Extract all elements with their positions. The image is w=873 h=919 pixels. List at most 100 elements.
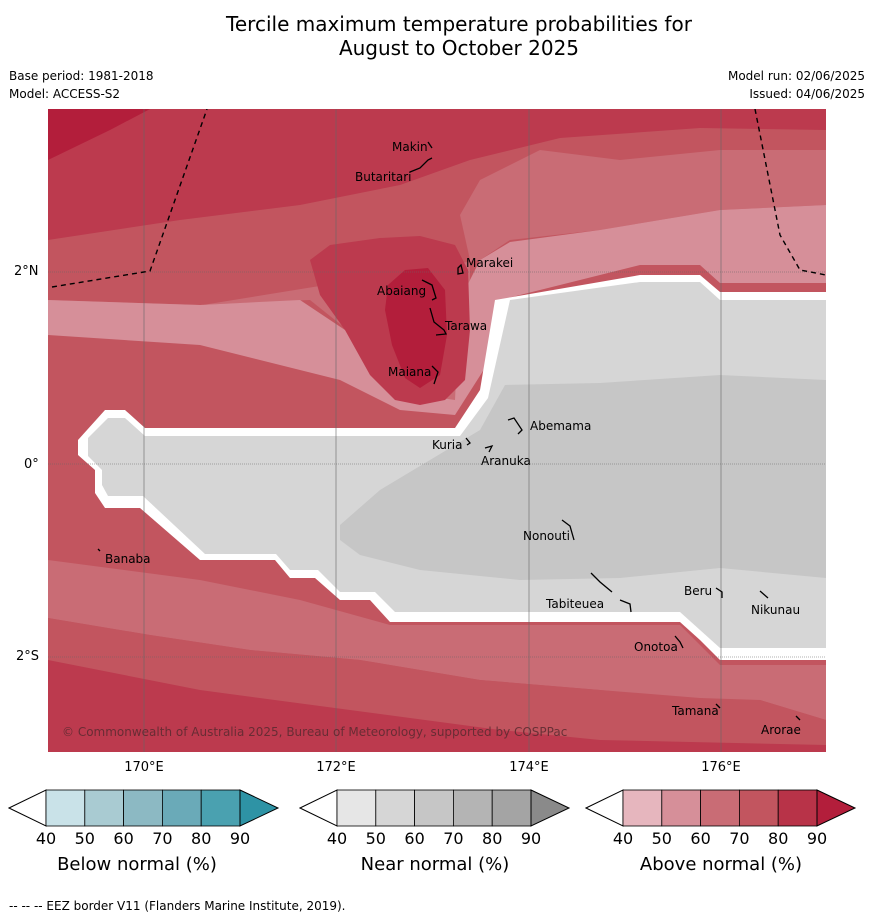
island-kuria-shape — [465, 437, 471, 446]
island-marakei-shape — [457, 263, 464, 275]
above-50-band-upper — [48, 205, 826, 415]
colorbar-tick-label: 60 — [404, 829, 424, 848]
colorbar-tick-label: 80 — [482, 829, 502, 848]
above-90-corner — [48, 109, 150, 160]
above-60-band-lower — [48, 560, 826, 720]
lon-label-170e: 170°E — [124, 760, 164, 775]
island-beru-shape — [715, 587, 723, 598]
islands — [97, 141, 801, 721]
colorbar-swatch — [200, 789, 241, 827]
colorbar-swatch — [414, 789, 454, 827]
lat-label-0: 0° — [24, 457, 39, 472]
island-abemama-shape — [507, 417, 523, 435]
colorbar-tick-label: 90 — [521, 829, 541, 848]
colorbar-swatch — [491, 789, 532, 827]
label-beru: Beru — [684, 584, 712, 598]
colorbar-tick-label: 90 — [807, 829, 827, 848]
lon-label-172e: 172°E — [316, 760, 356, 775]
island-tarawa-shape — [429, 307, 448, 336]
island-nikunau-shape — [759, 590, 769, 599]
colorbar-tick-label: 40 — [613, 829, 633, 848]
island-banaba-shape — [97, 548, 101, 552]
island-butaritari-shape — [409, 157, 433, 173]
colorbar-tick-label: 80 — [191, 829, 211, 848]
colorbar-tick-label: 80 — [768, 829, 788, 848]
colorbar-swatch — [700, 789, 740, 827]
graticule — [48, 109, 826, 752]
island-maiana-shape — [431, 365, 439, 385]
label-arorae: Arorae — [761, 723, 801, 737]
island-makin-shape — [427, 141, 433, 149]
near-normal-60-region — [340, 375, 826, 580]
colorbar-tick-label: 90 — [230, 829, 250, 848]
colorbar-above-under-triangle — [585, 789, 624, 827]
colorbar-tick-label: 50 — [75, 829, 95, 848]
eez-borders — [51, 109, 826, 288]
label-kuria: Kuria — [432, 438, 463, 452]
label-tamana: Tamana — [671, 704, 719, 718]
island-nonouti-shape — [561, 519, 575, 541]
colorbar-tick-label: 60 — [113, 829, 133, 848]
lat-label-2s: 2°S — [16, 649, 40, 664]
model-run: Model run: 02/06/2025 — [727, 69, 865, 83]
map-canvas: Makin Butaritari Marakei Abaiang Tarawa … — [48, 109, 826, 752]
colorbar-tick-label: 70 — [152, 829, 172, 848]
colorbar-below-normal: 40 50 60 70 80 90 — [8, 789, 280, 848]
colorbar-above-ticks: 40 50 60 70 80 90 — [613, 829, 827, 848]
eez-border-west — [51, 109, 208, 288]
colorbar-swatch — [336, 789, 377, 827]
colorbar-tick-label: 40 — [327, 829, 347, 848]
island-onotoa-shape — [674, 635, 684, 649]
colorbar-tick-label: 60 — [690, 829, 710, 848]
colorbar-below-over-triangle — [239, 789, 280, 827]
colorbar-near-under-triangle — [299, 789, 338, 827]
label-marakei: Marakei — [466, 256, 513, 270]
colorbar-above-over-triangle — [816, 789, 857, 827]
title-line-1: Tercile maximum temperature probabilitie… — [226, 12, 692, 36]
colorbar-swatch — [375, 789, 416, 827]
label-maiana: Maiana — [388, 365, 431, 379]
map-title: Tercile maximum temperature probabilitie… — [0, 12, 873, 60]
label-butaritari: Butaritari — [355, 170, 412, 184]
model-name: Model: ACCESS-S2 — [9, 87, 121, 101]
colorbar-near-over-triangle — [530, 789, 571, 827]
label-aranuka: Aranuka — [481, 454, 531, 468]
above-90-blob — [385, 268, 447, 388]
colorbar-swatch — [452, 789, 493, 827]
label-nonouti: Nonouti — [523, 529, 570, 543]
colorbar-swatch — [84, 789, 125, 827]
colorbar-below-title: Below normal (%) — [57, 854, 217, 875]
issued-date: Issued: 04/06/2025 — [749, 87, 865, 101]
colorbar-tick-label: 70 — [729, 829, 749, 848]
island-tabiteuea-shape — [590, 572, 632, 613]
label-abemama: Abemama — [530, 419, 591, 433]
above-80-band-lower — [48, 660, 826, 752]
island-aranuka-shape — [484, 444, 494, 453]
colorbar-tick-label: 40 — [36, 829, 56, 848]
colorbar-above-title: Above normal (%) — [639, 854, 803, 875]
colorbar-tick-label: 50 — [366, 829, 386, 848]
label-onotoa: Onotoa — [634, 640, 678, 654]
lat-label-2n: 2°N — [14, 264, 39, 279]
colorbar-near-title: Near normal (%) — [360, 854, 510, 875]
colorbar-above-normal: 40 50 60 70 80 90 — [585, 789, 857, 848]
meta-right: Model run: 02/06/2025 Issued: 04/06/2025 — [728, 67, 865, 103]
label-makin: Makin — [392, 140, 428, 154]
colorbar-near-swatches — [336, 789, 532, 827]
place-labels: Makin Butaritari Marakei Abaiang Tarawa … — [105, 140, 801, 737]
colorbar-below-ticks: 40 50 60 70 80 90 — [36, 829, 250, 848]
colorbar-tick-label: 50 — [652, 829, 672, 848]
colorbar-near-ticks: 40 50 60 70 80 90 — [327, 829, 541, 848]
colorbar-above-swatches — [622, 789, 818, 827]
colorbar-swatch — [777, 789, 818, 827]
lon-label-174e: 174°E — [509, 760, 549, 775]
eez-footer-note: -- -- -- EEZ border V11 (Flanders Marine… — [9, 899, 346, 913]
meta-left: Base period: 1981-2018 Model: ACCESS-S2 — [9, 67, 154, 103]
label-tabiteuea: Tabiteuea — [545, 597, 604, 611]
lon-label-176e: 176°E — [701, 760, 741, 775]
colorbar-swatch — [661, 789, 702, 827]
colorbar-below-swatches — [45, 789, 241, 827]
colorbar-tick-label: 70 — [443, 829, 463, 848]
eez-border-east — [754, 109, 826, 276]
